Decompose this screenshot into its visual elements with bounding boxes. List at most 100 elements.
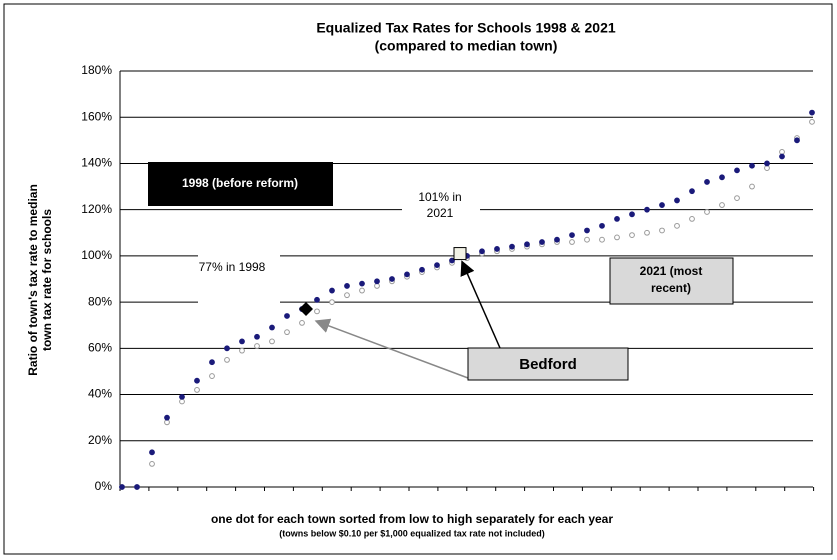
dot: [734, 195, 740, 202]
dot: [134, 484, 140, 490]
dot: [239, 347, 245, 354]
dot: [704, 209, 710, 215]
dot: [644, 206, 650, 213]
dot: [719, 174, 725, 181]
dot: [404, 271, 410, 278]
y-axis-label: Ratio of town's tax rate to median: [26, 184, 40, 376]
dot: [239, 338, 245, 345]
dot: [374, 283, 380, 289]
dot: [674, 222, 680, 229]
dot: [269, 324, 275, 331]
dot: [809, 118, 815, 125]
dot: [734, 167, 740, 174]
dot: [494, 246, 500, 252]
dot: [749, 162, 755, 169]
dot: [584, 227, 590, 234]
dot: [809, 109, 815, 116]
arrow: [314, 318, 469, 379]
dot: [209, 373, 215, 379]
chart-title: Equalized Tax Rates for Schools 1998 & 2…: [316, 20, 616, 36]
y-tick-label: 120%: [81, 202, 112, 216]
y-tick-label: 140%: [81, 156, 112, 170]
dot: [149, 449, 155, 456]
dot: [284, 313, 290, 319]
dot: [539, 239, 545, 245]
dot: [689, 216, 695, 222]
dot: [269, 338, 275, 345]
dot: [329, 287, 335, 294]
dot: [224, 356, 230, 363]
y-tick-label: 0%: [95, 479, 113, 493]
y-axis-label: town tax rate for schools: [40, 209, 54, 351]
y-tick-label: 180%: [81, 63, 112, 77]
dot: [659, 202, 665, 208]
legend-box: [148, 162, 333, 206]
dot: [599, 222, 605, 229]
highlight-2021: [453, 247, 467, 261]
callout-label: Bedford: [519, 356, 577, 373]
dot: [164, 414, 170, 421]
highlight-1998: [299, 302, 313, 317]
dot: [389, 276, 395, 282]
dot: [614, 234, 620, 241]
dot: [209, 359, 215, 366]
x-axis-label: one dot for each town sorted from low to…: [211, 512, 613, 526]
dot: [119, 484, 125, 490]
dot: [629, 232, 635, 238]
dot: [509, 243, 515, 250]
dot: [764, 160, 770, 167]
dot: [194, 377, 200, 384]
dot: [179, 393, 185, 400]
y-tick-label: 60%: [88, 341, 112, 355]
dot: [779, 148, 785, 155]
dot: [689, 188, 695, 195]
dot: [449, 257, 455, 264]
dot: [284, 329, 290, 336]
annotation-bg: [402, 186, 480, 228]
dot: [344, 292, 350, 299]
dot: [359, 280, 365, 287]
y-tick-label: 80%: [88, 294, 112, 308]
dot: [719, 202, 725, 208]
dot: [779, 153, 785, 160]
dot: [794, 137, 800, 144]
dot: [674, 197, 680, 204]
chart-subtitle: (compared to median town): [375, 38, 558, 54]
dot: [599, 236, 605, 243]
callout-box: [467, 347, 629, 381]
dot: [194, 387, 200, 393]
dot: [569, 239, 575, 245]
dot: [749, 183, 755, 190]
dot: [299, 320, 305, 326]
x-axis-note: (towns below $0.10 per $1,000 equalized …: [279, 528, 545, 538]
dot: [314, 308, 320, 315]
dot: [764, 165, 770, 171]
annotation-bg: [198, 252, 280, 308]
annotation: 101% in 2021: [418, 190, 461, 220]
dot: [629, 211, 635, 218]
dot: [359, 287, 365, 294]
arrow: [460, 260, 501, 349]
dot: [584, 236, 590, 243]
dot: [254, 343, 260, 349]
dot: [164, 419, 170, 426]
y-tick-label: 20%: [88, 433, 112, 447]
legend-box: [609, 257, 734, 305]
y-tick-label: 40%: [88, 387, 112, 401]
dot: [554, 236, 560, 243]
dot: [149, 460, 155, 467]
dot: [344, 283, 350, 289]
dot: [419, 266, 425, 273]
y-tick-label: 100%: [81, 248, 112, 262]
dot: [644, 229, 650, 236]
dot: [479, 248, 485, 255]
y-tick-label: 160%: [81, 109, 112, 123]
dot: [374, 278, 380, 285]
dot: [329, 299, 335, 306]
dot: [614, 216, 620, 222]
legend-label: 1998 (before reform): [182, 176, 298, 190]
dot: [569, 232, 575, 238]
dot: [224, 345, 230, 352]
dot: [179, 398, 185, 405]
